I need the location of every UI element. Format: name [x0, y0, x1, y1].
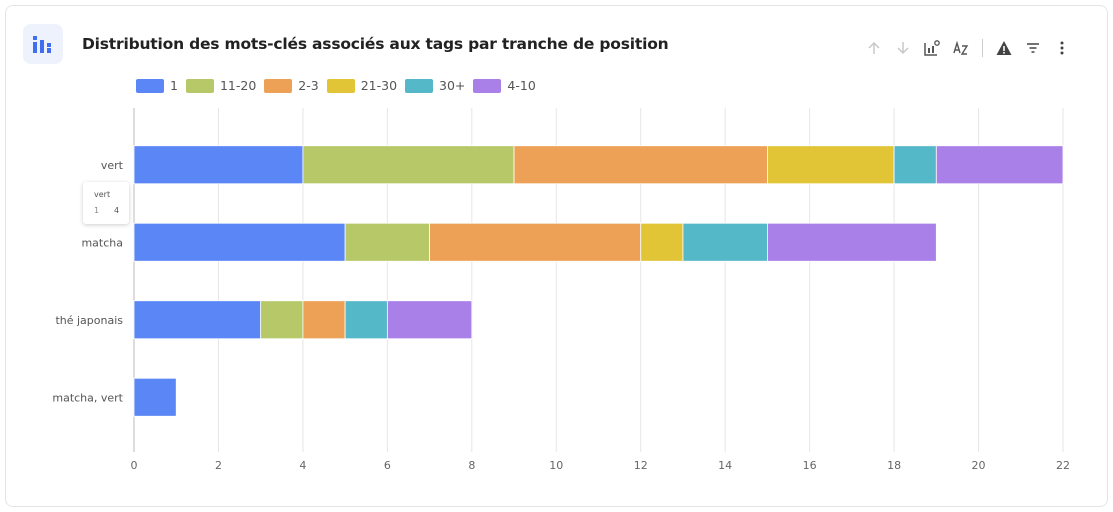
legend-swatch [264, 78, 293, 93]
legend-label: 11-20 [219, 78, 257, 93]
sort-az-icon[interactable] [951, 38, 971, 58]
chart-settings-icon[interactable] [922, 38, 942, 58]
legend-label: 30+ [439, 78, 466, 93]
arrow-up-icon[interactable] [864, 38, 884, 58]
legend-swatch [405, 78, 434, 93]
legend-item[interactable]: 30+ [405, 78, 465, 93]
legend-item[interactable]: 21-30 [326, 78, 398, 93]
legend-item[interactable]: 11-20 [185, 78, 257, 93]
more-vertical-icon[interactable] [1052, 38, 1072, 58]
legend-label: 1 [170, 78, 178, 93]
legend-item[interactable]: 2-3 [264, 78, 319, 93]
chart-toolbar [864, 38, 1072, 58]
legend-swatch [326, 78, 355, 93]
chart-legend: 1 11-20 2-3 21-30 30+ 4-10 [136, 78, 544, 93]
legend-item[interactable]: 1 [136, 78, 178, 93]
warning-icon[interactable] [994, 38, 1014, 58]
legend-label: 2-3 [298, 78, 319, 93]
tooltip-category: vert [94, 190, 111, 199]
chart-title: Distribution des mots-clés associés aux … [82, 35, 669, 53]
legend-item[interactable]: 4-10 [473, 78, 536, 93]
chart-tooltip: vert 1 4 [83, 182, 129, 224]
tooltip-value: 4 [114, 206, 120, 215]
legend-swatch [136, 78, 164, 93]
arrow-down-icon[interactable] [893, 38, 913, 58]
legend-label: 21-30 [360, 78, 398, 93]
filter-icon[interactable] [1023, 38, 1043, 58]
legend-swatch [473, 78, 502, 93]
legend-swatch [185, 78, 214, 93]
legend-label: 4-10 [507, 78, 536, 93]
toolbar-divider [982, 39, 983, 57]
bar-chart-icon [23, 24, 63, 64]
tooltip-series: 1 [94, 206, 100, 215]
